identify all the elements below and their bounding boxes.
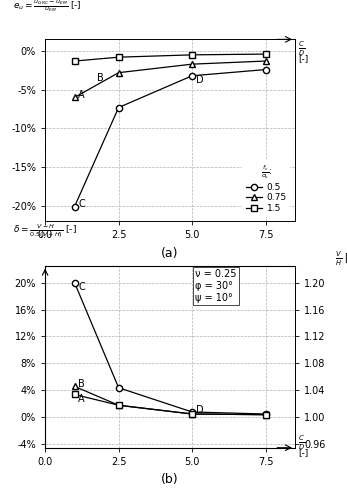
0.5 — [190, 73, 194, 79]
1.5 — [263, 412, 268, 418]
Line: 0.75: 0.75 — [71, 383, 269, 418]
Line: 0.75: 0.75 — [71, 58, 269, 100]
0.5 — [117, 385, 121, 391]
Legend: 0.5, 0.75, 1.5: 0.5, 0.75, 1.5 — [242, 160, 290, 217]
Text: B: B — [78, 379, 85, 389]
0.5 — [73, 279, 77, 285]
Text: [-]: [-] — [298, 448, 308, 457]
Text: (b): (b) — [161, 473, 179, 486]
Text: C: C — [78, 281, 85, 292]
Text: C: C — [78, 199, 85, 209]
1.5 — [117, 54, 121, 60]
Line: 1.5: 1.5 — [71, 51, 269, 64]
1.5 — [117, 402, 121, 408]
Text: D: D — [196, 75, 203, 85]
Text: B: B — [97, 73, 104, 83]
Text: D: D — [196, 405, 203, 415]
Text: ν = 0.25
φ = 30°
ψ = 10°: ν = 0.25 φ = 30° ψ = 10° — [195, 269, 237, 303]
1.5 — [190, 52, 194, 58]
Text: [-]: [-] — [298, 54, 308, 63]
0.5 — [190, 409, 194, 415]
Text: $\frac{C}{D}$: $\frac{C}{D}$ — [298, 39, 305, 58]
0.5 — [263, 411, 268, 417]
1.5 — [263, 51, 268, 57]
1.5 — [73, 392, 77, 398]
Text: $e_u = \frac{u_{GRC} - u_{EM}}{u_{EM}}$ [-]: $e_u = \frac{u_{GRC} - u_{EM}}{u_{EM}}$ … — [12, 0, 81, 14]
0.75 — [263, 58, 268, 64]
0.75 — [190, 411, 194, 417]
0.75 — [190, 61, 194, 67]
0.75 — [117, 402, 121, 408]
Text: $\frac{C}{D}$: $\frac{C}{D}$ — [298, 434, 305, 452]
Line: 0.5: 0.5 — [71, 66, 269, 210]
0.75 — [263, 412, 268, 418]
Line: 1.5: 1.5 — [71, 391, 269, 418]
Text: $\frac{V}{H}$ [-]: $\frac{V}{H}$ [-] — [335, 249, 347, 268]
0.5 — [73, 204, 77, 210]
Text: (a): (a) — [161, 247, 179, 260]
0.75 — [117, 70, 121, 76]
Text: A: A — [78, 394, 85, 404]
1.5 — [73, 58, 77, 64]
Text: $\delta = \frac{V - H}{0.5(V+H)}$ [-]: $\delta = \frac{V - H}{0.5(V+H)}$ [-] — [12, 222, 76, 240]
Line: 0.5: 0.5 — [71, 279, 269, 417]
0.75 — [73, 94, 77, 100]
0.75 — [73, 383, 77, 389]
1.5 — [190, 411, 194, 417]
0.5 — [263, 66, 268, 72]
Text: A: A — [78, 90, 85, 100]
0.5 — [117, 105, 121, 111]
